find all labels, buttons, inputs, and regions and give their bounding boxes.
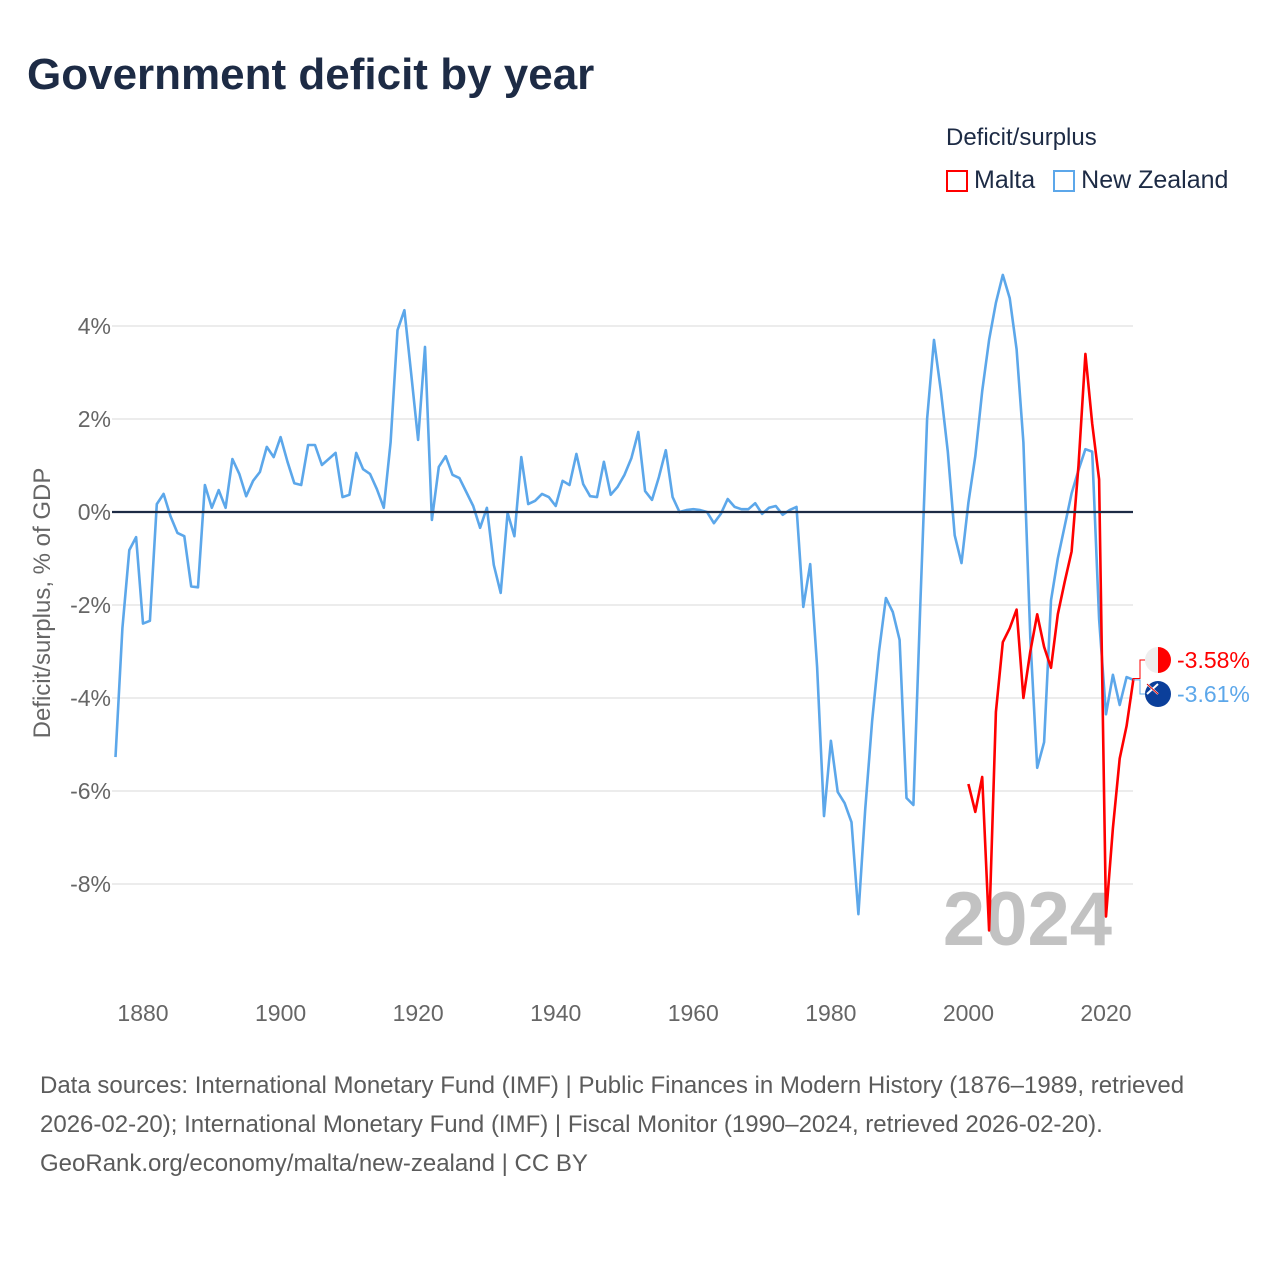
x-tick-label: 1920 xyxy=(393,1000,444,1026)
legend-item-new-zealand[interactable]: New Zealand xyxy=(1053,166,1228,195)
y-tick-label: 4% xyxy=(78,313,111,339)
end-label-connector xyxy=(1133,659,1146,679)
x-tick-label: 1980 xyxy=(805,1000,856,1026)
credit-link[interactable]: GeoRank.org/economy/malta/new-zealand | … xyxy=(40,1150,588,1177)
y-tick-label: -6% xyxy=(70,778,111,804)
year-watermark: 2024 xyxy=(943,877,1112,962)
x-tick-label: 1960 xyxy=(668,1000,719,1026)
malta-flag-icon xyxy=(1145,647,1158,673)
legend-label-new-zealand: New Zealand xyxy=(1081,166,1229,194)
series-line-malta xyxy=(967,352,1135,932)
sources-note: Data sources: International Monetary Fun… xyxy=(40,1066,1240,1183)
legend-title: Deficit/surplus xyxy=(946,124,1097,151)
x-tick-label: 2020 xyxy=(1080,1000,1131,1026)
end-value-label: -3.58% xyxy=(1177,647,1250,673)
y-tick-label: 0% xyxy=(78,499,111,525)
x-tick-label: 1940 xyxy=(530,1000,581,1026)
page-title: Government deficit by year xyxy=(27,50,595,99)
new-zealand-flag-icon xyxy=(1146,683,1159,695)
legend: Malta New Zealand xyxy=(946,166,1228,195)
y-tick-label: 2% xyxy=(78,406,111,432)
data-sources: Data sources: International Monetary Fun… xyxy=(40,1072,1185,1138)
malta-flag-icon xyxy=(1158,647,1171,673)
y-tick-label: -2% xyxy=(70,592,111,618)
end-value-label: -3.61% xyxy=(1177,681,1250,707)
legend-label-malta: Malta xyxy=(974,166,1036,194)
legend-swatch-new-zealand xyxy=(1053,169,1076,192)
series-line-new-zealand xyxy=(114,273,1134,916)
x-tick-label: 1880 xyxy=(117,1000,168,1026)
chart: 4% 2% 0% -2% -4% -6% -8% 1880 1900 1920 1940 1960 19… xyxy=(29,273,1250,1026)
legend-swatch-malta xyxy=(946,169,968,192)
y-tick-label: -4% xyxy=(70,685,111,711)
x-tick-label: 2000 xyxy=(943,1000,994,1026)
end-label-connector xyxy=(1133,679,1146,695)
legend-item-malta[interactable]: Malta xyxy=(946,166,1035,195)
y-tick-label: -8% xyxy=(70,871,111,897)
x-tick-label: 1900 xyxy=(255,1000,306,1026)
y-axis-label: Deficit/surplus, % of GDP xyxy=(29,468,56,739)
